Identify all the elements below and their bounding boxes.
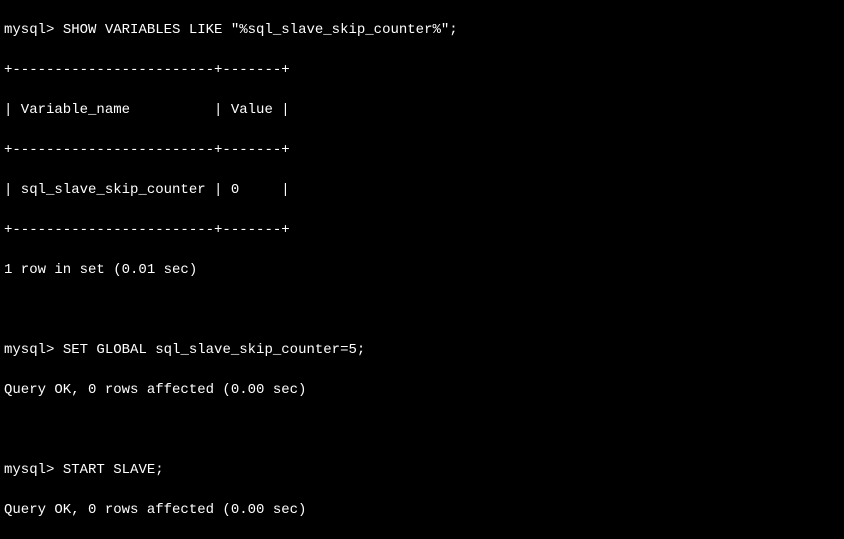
table-border: +------------------------+-------+ — [4, 140, 840, 160]
table-border: +------------------------+-------+ — [4, 60, 840, 80]
prompt: mysql> — [4, 462, 54, 478]
blank-line — [4, 300, 840, 320]
cmd-line-2[interactable]: mysql> SET GLOBAL sql_slave_skip_counter… — [4, 340, 840, 360]
result-line: Query OK, 0 rows affected (0.00 sec) — [4, 380, 840, 400]
result-summary: 1 row in set (0.01 sec) — [4, 260, 840, 280]
table-header-row: | Variable_name | Value | — [4, 100, 840, 120]
cmd-line-3[interactable]: mysql> START SLAVE; — [4, 460, 840, 480]
prompt: mysql> — [4, 342, 54, 358]
cmd-line-1[interactable]: mysql> SHOW VARIABLES LIKE "%sql_slave_s… — [4, 20, 840, 40]
table-data-row: | sql_slave_skip_counter | 0 | — [4, 180, 840, 200]
blank-line — [4, 420, 840, 440]
table-border: +------------------------+-------+ — [4, 220, 840, 240]
terminal-output: mysql> SHOW VARIABLES LIKE "%sql_slave_s… — [0, 0, 844, 539]
result-line: Query OK, 0 rows affected (0.00 sec) — [4, 500, 840, 520]
sql-command: SHOW VARIABLES LIKE "%sql_slave_skip_cou… — [63, 22, 458, 38]
sql-command: START SLAVE; — [63, 462, 164, 478]
prompt: mysql> — [4, 22, 54, 38]
sql-command: SET GLOBAL sql_slave_skip_counter=5; — [63, 342, 365, 358]
